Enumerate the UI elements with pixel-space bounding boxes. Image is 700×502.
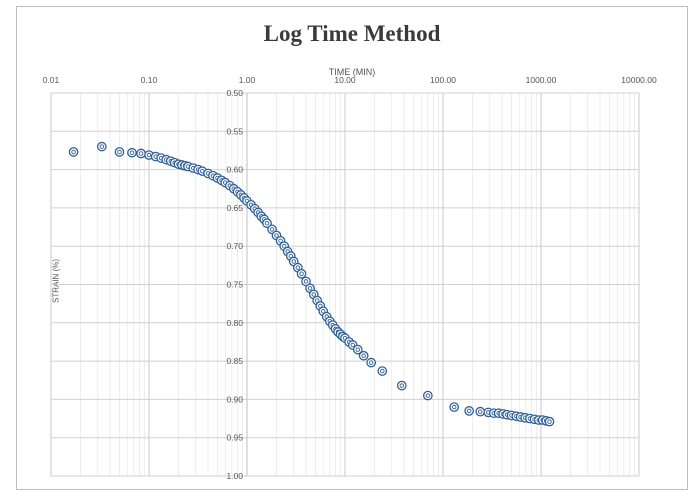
y-tick-label: 0.95 xyxy=(226,433,243,443)
data-point xyxy=(358,350,369,361)
data-point-inner xyxy=(146,152,152,158)
data-point-inner xyxy=(129,150,135,155)
plot-area: 0.01 0.10 1.00 10.00 100.00 1000.00 10000.00 0.… xyxy=(43,75,657,481)
data-point xyxy=(422,390,433,401)
data-point-outer xyxy=(262,218,272,229)
data-point-inner xyxy=(466,408,472,414)
data-point xyxy=(136,148,146,159)
data-point-outer xyxy=(296,268,307,279)
data-point-outer xyxy=(544,416,555,427)
data-point-outer xyxy=(352,344,363,355)
data-point-outer xyxy=(422,390,433,401)
axis-layer: 0.01 0.10 1.00 10.00 100.00 1000.00 10000.00 0.… xyxy=(43,75,657,481)
data-point-inner xyxy=(355,347,361,352)
data-point xyxy=(377,366,388,376)
data-point-outer xyxy=(377,366,388,376)
data-point-inner xyxy=(299,271,304,277)
data-point xyxy=(96,141,107,152)
data-point xyxy=(114,147,125,157)
data-point-inner xyxy=(291,259,297,264)
data-point-inner xyxy=(425,393,431,398)
x-tick-label: 10000.00 xyxy=(621,75,657,85)
data-point-inner xyxy=(264,220,270,226)
data-point xyxy=(475,406,486,417)
data-point-outer xyxy=(464,406,475,416)
data-point-inner xyxy=(278,238,283,244)
data-point xyxy=(127,147,137,158)
data-point-outer xyxy=(68,147,79,157)
y-tick-label: 0.75 xyxy=(226,280,243,290)
data-point-inner xyxy=(380,368,385,374)
data-point-outer xyxy=(366,357,377,368)
x-tick-label: 100.00 xyxy=(430,75,456,85)
y-tick-label: 0.90 xyxy=(226,394,243,404)
data-point-inner xyxy=(321,309,326,314)
x-tick-label: 0.10 xyxy=(141,75,158,85)
data-point-inner xyxy=(71,149,76,155)
grid-layer xyxy=(50,92,640,477)
y-tick-label: 0.55 xyxy=(226,126,243,136)
data-point-inner xyxy=(361,353,366,358)
x-axis-title: TIME (MIN) xyxy=(328,67,376,77)
data-point-outer xyxy=(475,406,486,417)
data-point-inner xyxy=(547,419,552,424)
data-point-inner xyxy=(303,279,309,284)
data-point-inner xyxy=(274,233,279,238)
data-point-inner xyxy=(350,342,356,348)
data-point xyxy=(301,276,311,287)
data-point-inner xyxy=(269,227,275,232)
data-point xyxy=(366,357,377,368)
data-point-inner xyxy=(138,151,144,156)
data-point-outer xyxy=(301,276,311,287)
y-tick-label: 0.50 xyxy=(226,88,243,98)
points-layer xyxy=(68,141,555,427)
data-point-inner xyxy=(99,144,105,149)
data-point xyxy=(262,218,272,229)
x-tick-label: 0.01 xyxy=(43,75,60,85)
data-point xyxy=(449,402,460,412)
data-point xyxy=(464,406,475,416)
data-point-outer xyxy=(114,147,125,157)
data-point-outer xyxy=(127,147,137,158)
data-point-outer xyxy=(396,380,407,391)
data-point xyxy=(68,147,79,157)
data-point-outer xyxy=(358,350,369,361)
y-tick-label: 0.65 xyxy=(226,203,243,213)
x-tick-label: 1000.00 xyxy=(526,75,557,85)
data-point-inner xyxy=(311,292,317,297)
data-point-inner xyxy=(117,149,122,155)
y-tick-label: 0.85 xyxy=(226,356,243,366)
data-point-outer xyxy=(96,141,107,152)
y-tick-label: 0.80 xyxy=(226,318,243,328)
y-tick-label: 0.70 xyxy=(226,241,243,251)
chart-frame: Log Time Method TIME (MIN) STRAIN (%) 0.… xyxy=(16,6,688,490)
data-point-inner xyxy=(451,404,457,410)
data-point-outer xyxy=(136,148,146,159)
data-point-inner xyxy=(295,265,301,270)
y-tick-label: 0.60 xyxy=(226,165,243,175)
x-tick-label: 10.00 xyxy=(334,75,356,85)
data-point-inner xyxy=(307,286,313,291)
data-point-inner xyxy=(282,243,287,249)
data-point-inner xyxy=(368,360,374,365)
data-point-outer xyxy=(449,402,460,412)
data-point-inner xyxy=(478,409,483,414)
data-point xyxy=(544,416,555,427)
data-point xyxy=(296,268,307,279)
chart-title: Log Time Method xyxy=(263,21,441,46)
data-point xyxy=(352,344,363,355)
y-tick-label: 1.00 xyxy=(226,471,243,481)
data-point-inner xyxy=(399,383,405,388)
data-point xyxy=(396,380,407,391)
x-tick-label: 1.00 xyxy=(239,75,256,85)
